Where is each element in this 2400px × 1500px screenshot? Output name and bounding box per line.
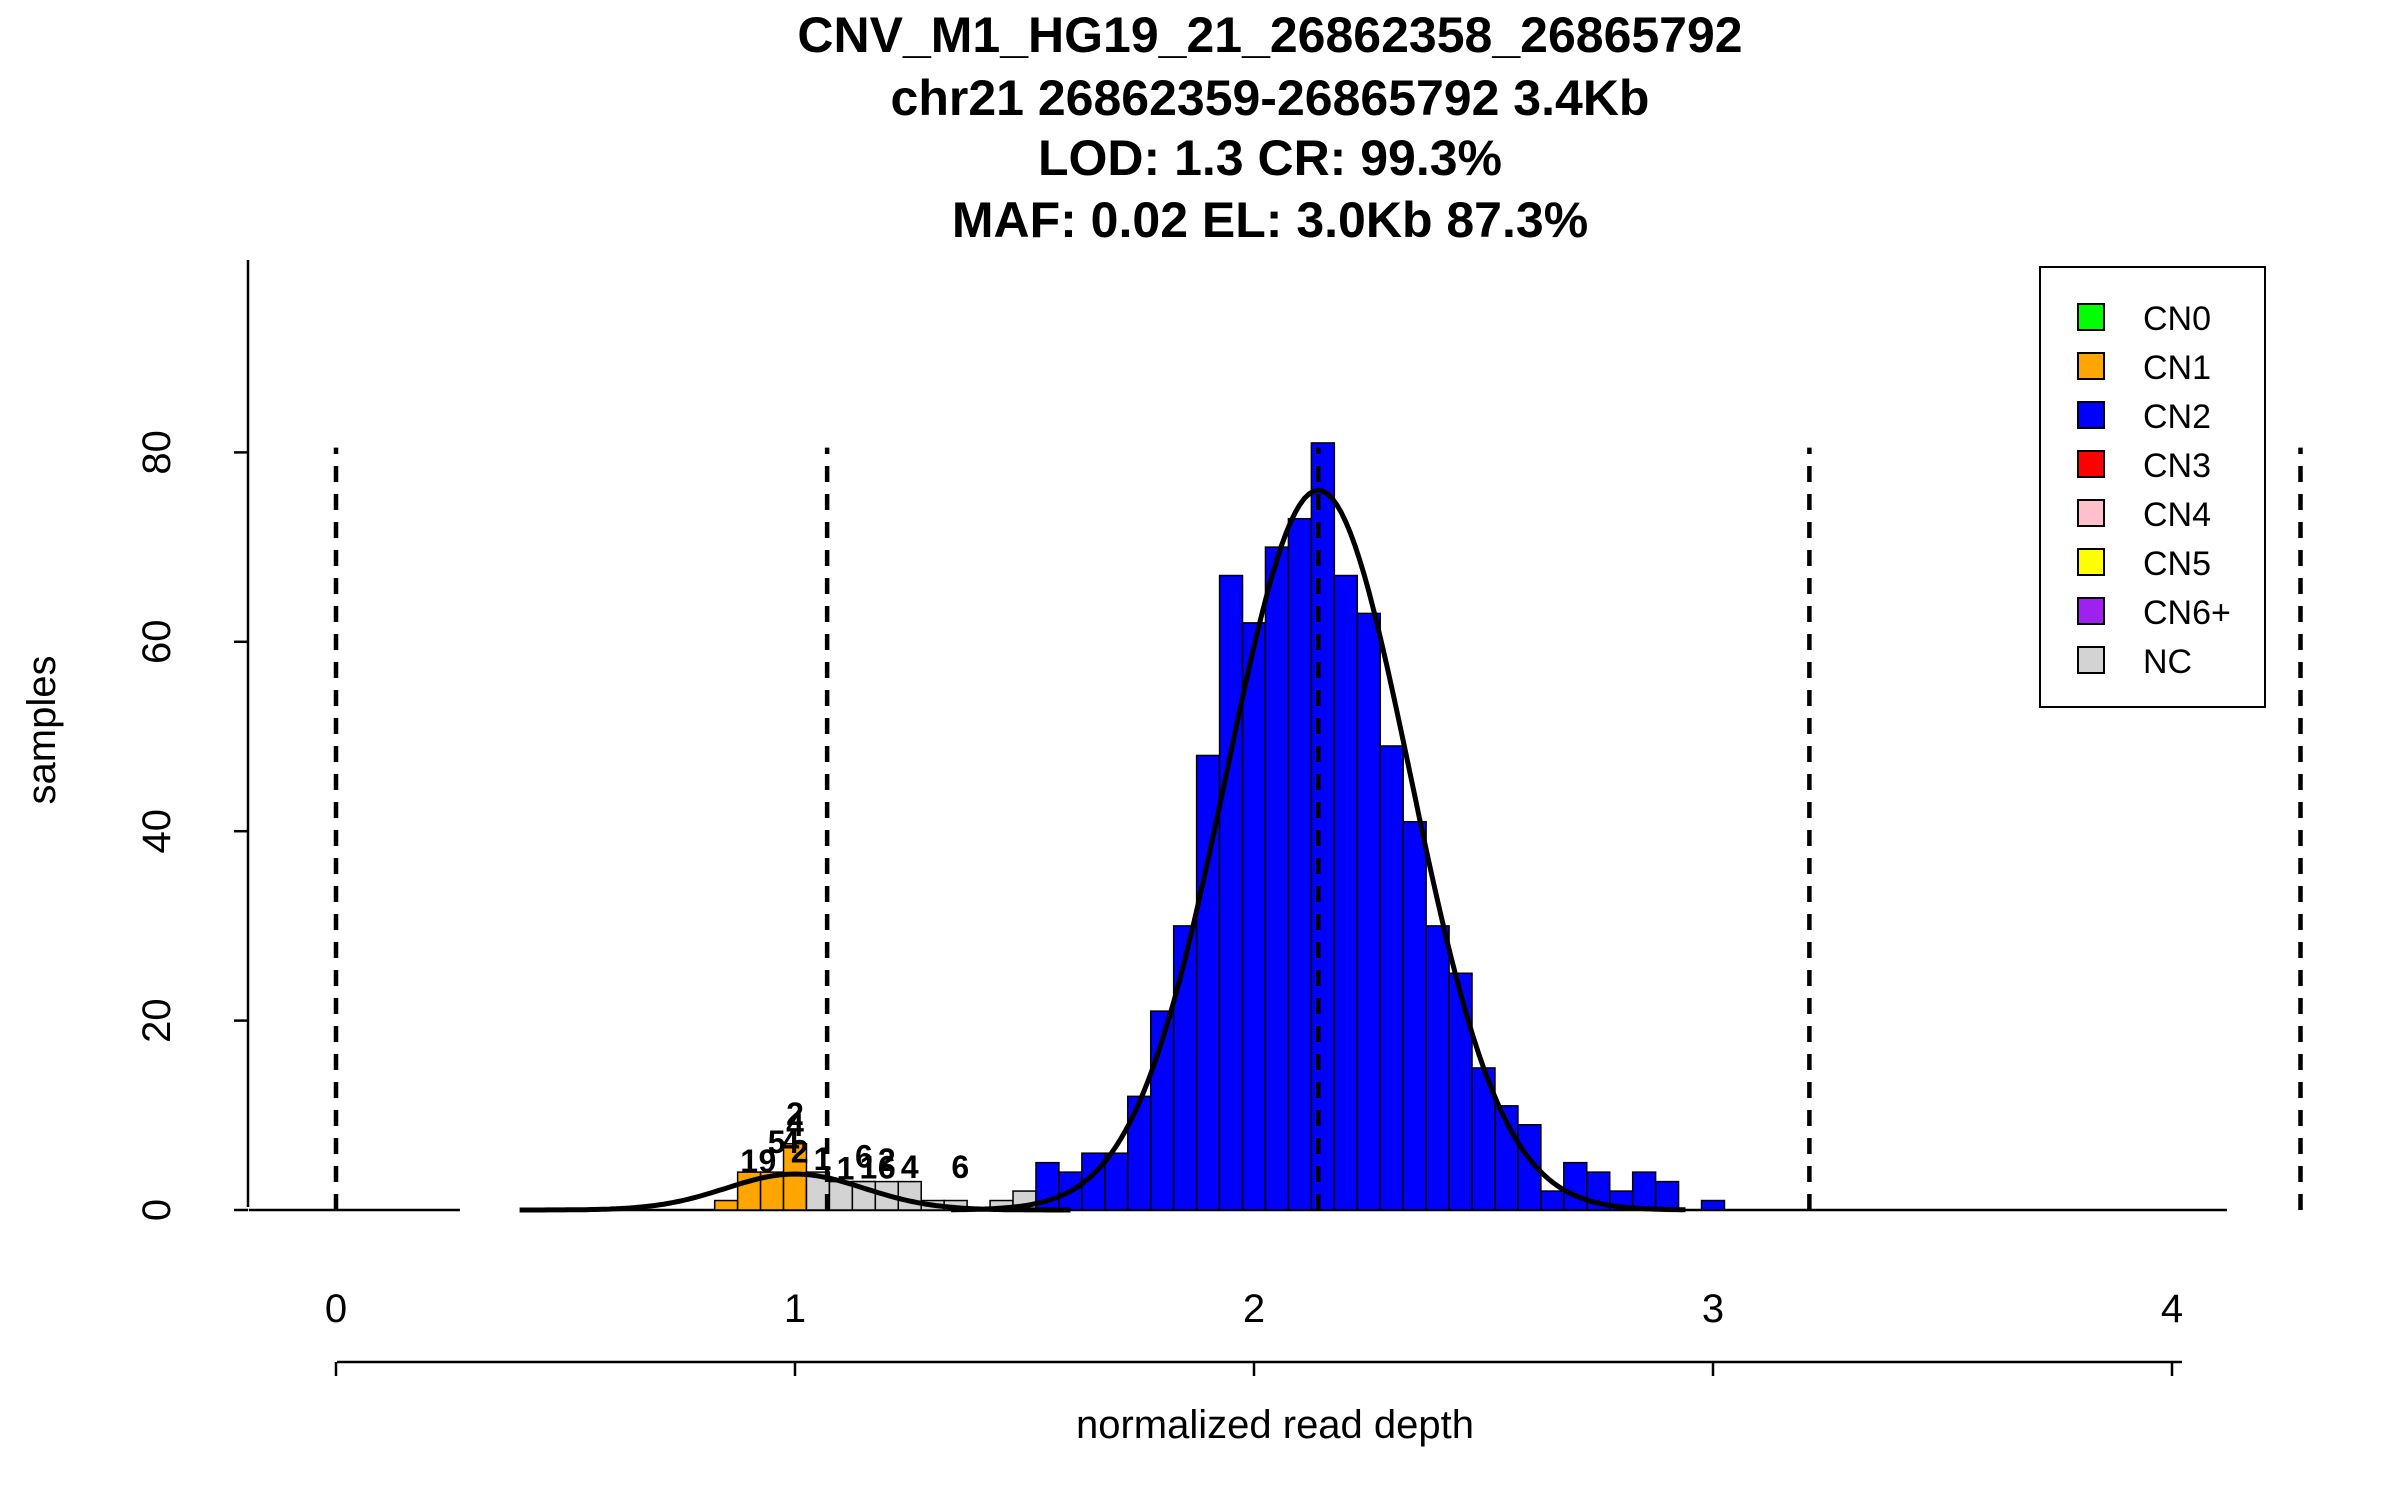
legend-label: CN1 — [2143, 349, 2211, 387]
x-tick-label: 4 — [2161, 1287, 2183, 1331]
bar-count-label: 4 — [782, 1124, 800, 1160]
bar-count-label: 9 — [759, 1143, 777, 1179]
histogram-bar-cn2 — [1310, 442, 1336, 1211]
histogram-bar-nc — [897, 1180, 922, 1211]
histogram-bar-cn2 — [1517, 1124, 1542, 1211]
y-tick-label: 60 — [135, 620, 179, 665]
legend-swatch-cn2 — [2077, 401, 2105, 429]
legend-swatch-cn1 — [2077, 352, 2105, 380]
y-ticks: 0 20 40 60 80 — [135, 430, 248, 1221]
legend-swatch-cn6plus — [2077, 597, 2105, 625]
histogram-bar-cn2 — [1425, 925, 1450, 1211]
bar-count-label: 4 — [786, 1107, 804, 1143]
bar-count-label: 1 — [814, 1141, 832, 1177]
title-line-1: CNV_M1_HG19_21_26862358_26865792 — [797, 7, 1742, 63]
y-tick-label: 20 — [135, 998, 179, 1043]
histogram-bar-cn2 — [1631, 1171, 1657, 1211]
histogram-bar-cn2 — [1700, 1199, 1726, 1211]
legend-label: NC — [2143, 643, 2192, 681]
legend-label: CN3 — [2143, 447, 2211, 485]
title-line-2: chr21 26862359-26865792 3.4Kb — [891, 70, 1650, 126]
legend-swatch-cn4 — [2077, 499, 2105, 527]
bar-count-label: 2 — [786, 1096, 804, 1132]
fitted-gaussian-curve — [951, 487, 1686, 1213]
histogram-bar-cn2 — [1241, 622, 1267, 1211]
fitted-curves — [519, 487, 1686, 1213]
histogram-bar-cn2 — [1379, 745, 1404, 1211]
x-ticks: 0 1 2 3 4 — [325, 1287, 2183, 1376]
bar-count-label: 5 — [768, 1124, 786, 1160]
histogram-bar-cn2 — [1540, 1190, 1565, 1211]
histogram-bar-cn2 — [1218, 574, 1244, 1211]
legend-label: CN2 — [2143, 398, 2211, 436]
bar-count-label: 2 — [791, 1134, 809, 1170]
title-line-3: LOD: 1.3 CR: 99.3% — [1038, 130, 1502, 186]
x-axis-label: normalized read depth — [1076, 1403, 1474, 1447]
histogram-bar-cn2 — [1127, 1095, 1152, 1211]
histogram-bar-cn2 — [1563, 1161, 1588, 1211]
histogram-bar-cn2 — [1448, 972, 1473, 1211]
histogram-bars — [248, 442, 2228, 1212]
y-axis-label: samples — [20, 656, 64, 805]
y-tick-label: 40 — [135, 809, 179, 854]
bar-count-label: 2 — [878, 1142, 896, 1178]
histogram-bar-cn2 — [1333, 574, 1359, 1211]
histogram-bar-cn2 — [1104, 1152, 1129, 1211]
histogram-bar-cn2 — [1287, 517, 1313, 1211]
bar-count-label: 4 — [901, 1149, 919, 1185]
histogram-bar-cn2 — [1654, 1180, 1680, 1211]
bar-count-label: 6 — [878, 1150, 896, 1186]
legend-label: CN0 — [2143, 300, 2211, 338]
legend-box — [2039, 266, 2266, 708]
histogram-bar-cn2 — [1356, 612, 1381, 1211]
bar-count-label: 1 — [837, 1151, 855, 1187]
bar-count-label: 6 — [951, 1149, 969, 1185]
x-tick-label: 3 — [1702, 1287, 1724, 1331]
histogram-bar-cn2 — [1264, 546, 1290, 1211]
legend: CN0 CN1 CN2 CN3 CN4 CN5 CN6+ NC — [2039, 266, 2266, 708]
bar-count-label: 1 — [860, 1150, 878, 1186]
threshold-lines — [333, 447, 2303, 1210]
legend-label: CN6+ — [2143, 594, 2231, 632]
histogram-bar-cn2 — [1402, 820, 1427, 1211]
histogram-bar-cn1 — [713, 1199, 739, 1211]
bar-count-label: 1 — [740, 1143, 758, 1179]
legend-swatch-cn5 — [2077, 548, 2105, 576]
chart-title: CNV_M1_HG19_21_26862358_26865792 chr21 2… — [797, 7, 1742, 248]
legend-swatch-cn3 — [2077, 450, 2105, 478]
y-tick-label: 80 — [135, 430, 179, 475]
legend-label: CN5 — [2143, 545, 2211, 583]
x-tick-label: 1 — [784, 1287, 806, 1331]
legend-swatch-nc — [2077, 646, 2105, 674]
legend-swatch-cn0 — [2077, 303, 2105, 331]
bar-count-label: 6 — [855, 1138, 873, 1174]
legend-label: CN4 — [2143, 496, 2211, 534]
x-tick-label: 0 — [325, 1287, 347, 1331]
title-line-4: MAF: 0.02 EL: 3.0Kb 87.3% — [952, 192, 1588, 248]
y-tick-label: 0 — [135, 1199, 179, 1221]
x-tick-label: 2 — [1243, 1287, 1265, 1331]
